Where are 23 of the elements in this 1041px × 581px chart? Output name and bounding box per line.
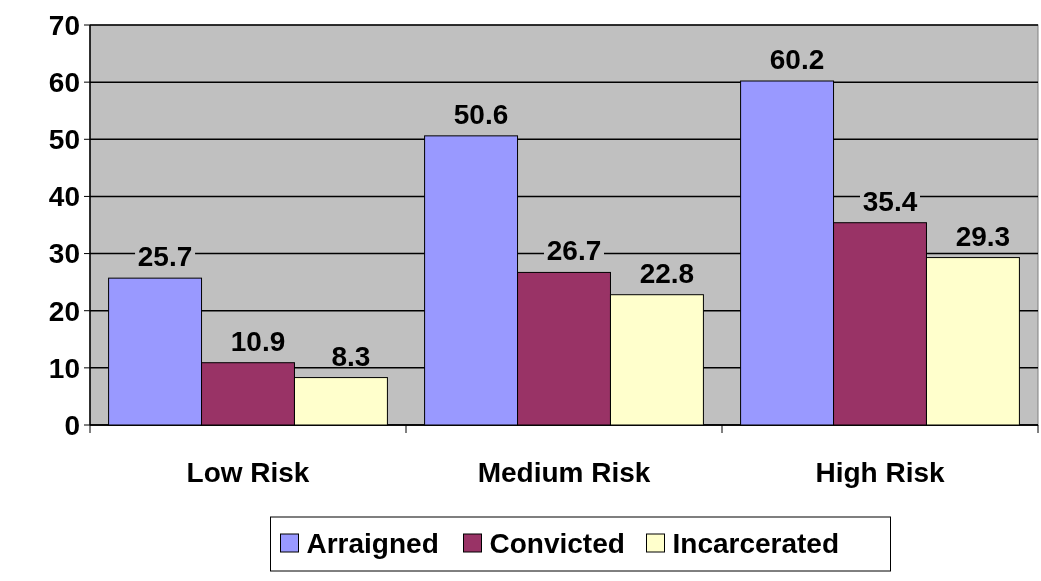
y-tick-label: 10 [48, 352, 80, 384]
data-label: 10.9 [230, 325, 286, 357]
data-label: 60.2 [769, 44, 825, 75]
x-tick-label: High Risk [815, 457, 945, 488]
y-tick-label: 30 [48, 238, 80, 270]
data-label: 50.6 [453, 98, 509, 130]
legend-label: Arraigned [306, 527, 439, 559]
y-tick-label: 20 [48, 295, 80, 327]
data-label: 26.7 [546, 235, 602, 267]
legend-label: Incarcerated [672, 527, 840, 559]
data-label: 35.4 [862, 185, 918, 217]
y-tick-label: 50 [48, 124, 80, 156]
data-label: 29.3 [955, 220, 1011, 252]
legend-label: Convicted [489, 527, 625, 559]
y-tick-label: 70 [48, 9, 80, 41]
y-tick-label: 0 [64, 409, 80, 441]
data-label: 22.8 [639, 257, 695, 289]
x-tick-label: Medium Risk [477, 457, 651, 488]
y-tick-label: 60 [48, 66, 80, 98]
data-label: 25.7 [137, 241, 193, 273]
data-label: 8.3 [331, 340, 371, 372]
y-tick-label: 40 [48, 181, 80, 213]
x-tick-label: Low Risk [186, 457, 310, 488]
